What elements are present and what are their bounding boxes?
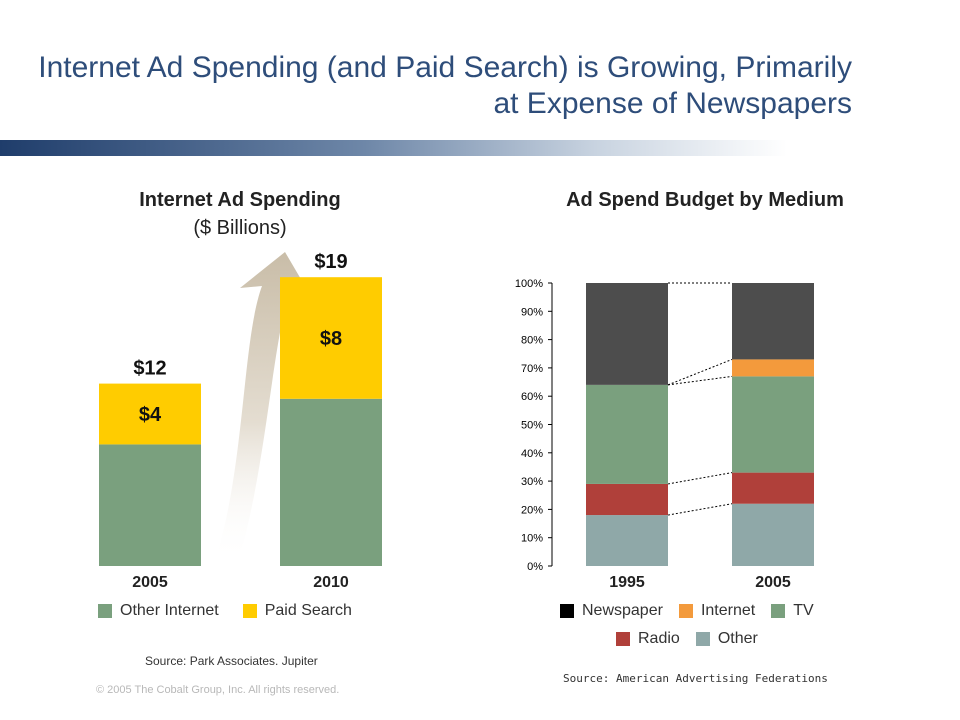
legend-swatch-other <box>695 632 710 646</box>
copyright-notice: © 2005 The Cobalt Group, Inc. All rights… <box>96 684 340 696</box>
connector-line <box>667 472 733 485</box>
legend-label-tv: TV <box>793 602 814 619</box>
x-label-2005: 2005 <box>132 574 168 591</box>
right-chart-title: Ad Spend Budget by Medium <box>566 189 844 211</box>
right-stacked-chart: 0% 10% 20% 30% 40% 50% 60% 70% 80% 90% 100% 1995 200… <box>515 278 814 591</box>
segment-label-2010: $8 <box>320 328 342 350</box>
y-tick-label: 80% <box>521 335 543 347</box>
y-tick-label: 100% <box>515 278 543 290</box>
x-label-1995: 1995 <box>609 574 645 591</box>
left-bar-chart: $4 $12 2005 $8 $19 2010 <box>99 251 382 591</box>
x-label-2010: 2010 <box>313 574 349 591</box>
legend-swatch-newspaper <box>560 604 574 618</box>
bar-2005-other-internet <box>99 444 201 566</box>
segment-label-2005: $4 <box>139 404 162 426</box>
legend-label-paid-search: Paid Search <box>264 602 352 619</box>
left-chart-subtitle: ($ Billions) <box>193 217 287 239</box>
bar-1995-other <box>586 515 668 566</box>
legend-label-internet: Internet <box>700 602 756 619</box>
right-chart-source: Source: American Advertising Federations <box>563 672 828 685</box>
bar-2010-other-internet <box>280 398 382 566</box>
legend-swatch-internet <box>678 604 693 618</box>
legend-label-other-internet: Other Internet <box>120 602 219 619</box>
right-chart-heading: Ad Spend Budget by Medium <box>560 186 850 214</box>
connector-line <box>667 358 733 386</box>
bar-1995-radio <box>586 483 668 516</box>
y-tick-label: 50% <box>521 420 543 432</box>
y-tick-label: 60% <box>521 391 543 403</box>
connector-line <box>667 503 733 516</box>
legend-label-radio: Radio <box>638 630 680 647</box>
y-tick-label: 30% <box>521 476 543 488</box>
bar-2005-internet <box>732 359 814 377</box>
bar-2005-tv <box>732 376 814 473</box>
y-tick-label: 10% <box>521 533 543 545</box>
y-tick-label: 40% <box>521 448 543 460</box>
bar-1995-newspaper <box>586 283 668 385</box>
x-label-2005: 2005 <box>755 574 791 591</box>
legend-swatch-tv <box>771 604 786 618</box>
legend-swatch-other-internet <box>98 604 112 618</box>
growth-arrow-icon <box>215 252 312 562</box>
connector-line <box>667 375 733 386</box>
total-label-2005: $12 <box>133 358 166 380</box>
left-chart-heading: Internet Ad Spending ($ Billions) <box>90 186 390 242</box>
bar-2005-radio <box>732 472 814 504</box>
legend-swatch-paid-search <box>242 604 257 618</box>
bar-2010-paid-search <box>280 277 382 399</box>
legend-swatch-radio <box>616 632 630 646</box>
left-legend: Other Internet Paid Search <box>98 602 352 620</box>
right-legend-row2: Radio Other <box>616 630 758 648</box>
left-chart-title: Internet Ad Spending <box>139 189 341 211</box>
bar-2005-other <box>732 503 814 566</box>
title-gradient-bar <box>0 140 960 156</box>
right-legend-row1: Newspaper Internet TV <box>560 602 814 620</box>
total-label-2010: $19 <box>314 251 347 273</box>
bar-2005-paid-search <box>99 383 201 445</box>
left-chart-source: Source: Park Associates. Jupiter <box>145 654 318 668</box>
legend-label-newspaper: Newspaper <box>582 602 663 619</box>
y-tick-label: 0% <box>527 561 543 573</box>
bar-2005-newspaper <box>732 283 814 360</box>
bar-1995-tv <box>586 384 668 484</box>
legend-label-other: Other <box>717 630 758 647</box>
y-tick-label: 70% <box>521 363 543 375</box>
y-tick-label: 90% <box>521 306 543 318</box>
y-tick-label: 20% <box>521 504 543 516</box>
slide-title: Internet Ad Spending (and Paid Search) i… <box>38 51 852 120</box>
